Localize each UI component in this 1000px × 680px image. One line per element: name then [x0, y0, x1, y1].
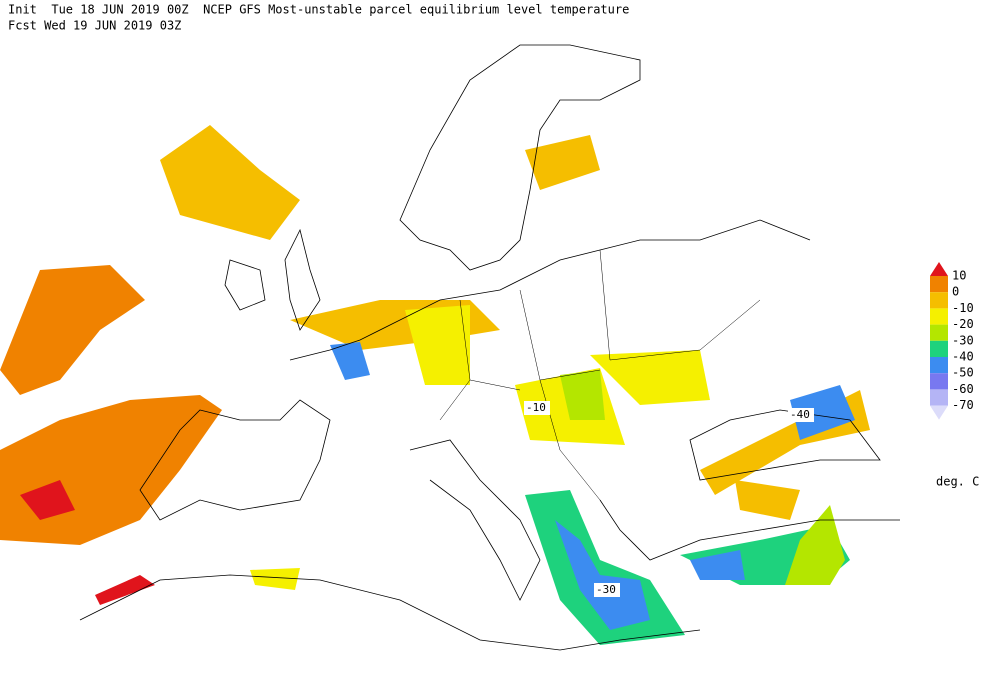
legend-swatch	[930, 276, 948, 293]
contour-labels: -10 -40 -30	[524, 401, 814, 597]
shaded-fields	[0, 125, 870, 645]
coast	[284, 228, 321, 331]
legend-label: 0	[952, 285, 959, 299]
legend-unit: deg. C	[936, 475, 979, 489]
legend-label: -30	[952, 333, 974, 347]
field	[20, 480, 75, 520]
field	[790, 385, 855, 440]
legend: 10 0 -10 -20 -30 -40 -50 -60 -70	[930, 262, 974, 420]
coastlines	[79, 44, 900, 651]
field	[735, 480, 800, 520]
field	[555, 520, 650, 630]
field	[590, 350, 710, 405]
header-line: Init Tue 18 JUN 2019 00Z NCEP GFS Most-u…	[8, 3, 629, 17]
field	[250, 568, 300, 590]
coast	[139, 399, 331, 521]
legend-swatch	[930, 308, 948, 325]
legend-label: -20	[952, 317, 974, 331]
legend-swatch	[930, 373, 948, 390]
coast	[409, 439, 541, 601]
field	[95, 575, 155, 605]
legend-swatch	[930, 262, 948, 276]
legend-label: -10	[952, 301, 974, 315]
legend-swatch	[930, 357, 948, 374]
legend-label: -60	[952, 382, 974, 396]
header-line: Fcst Wed 19 JUN 2019 03Z	[8, 19, 181, 33]
contour-label: -10	[526, 401, 546, 414]
coast	[689, 409, 881, 481]
field	[405, 305, 470, 385]
contour-label-box	[524, 401, 550, 415]
legend-swatch	[930, 292, 948, 309]
coast	[289, 219, 811, 361]
legend-label: -70	[952, 398, 974, 412]
coast	[599, 499, 900, 561]
field	[330, 342, 370, 380]
field	[785, 505, 845, 585]
field	[0, 265, 145, 395]
legend-label: 10	[952, 269, 966, 283]
legend-swatch	[930, 324, 948, 341]
contour-label: -40	[790, 408, 810, 421]
contour-label-box	[788, 408, 814, 422]
legend-swatch	[930, 389, 948, 406]
coast	[399, 44, 641, 271]
legend-swatch	[930, 340, 948, 357]
field	[560, 370, 605, 420]
borders	[439, 249, 761, 501]
legend-swatch	[930, 405, 948, 420]
field	[525, 135, 600, 190]
coast	[79, 574, 701, 651]
legend-label: -40	[952, 350, 974, 364]
field	[690, 550, 745, 580]
border	[439, 249, 761, 501]
field	[160, 125, 300, 240]
contour-label: -30	[596, 583, 616, 596]
legend-label: -50	[952, 366, 974, 380]
contour-label-box	[594, 583, 620, 597]
coast	[224, 259, 266, 311]
